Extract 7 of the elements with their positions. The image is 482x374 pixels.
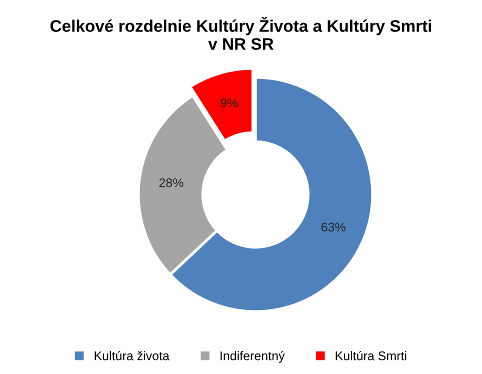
data-label: 63% <box>321 222 346 232</box>
chart-title: Celkové rozdelnie Kultúry Života a Kultúry Smrti v NR SR <box>50 16 432 50</box>
legend-label: Indiferentný <box>220 350 285 363</box>
legend-label: Kultúra života <box>94 350 170 360</box>
data-label: 9% <box>220 98 238 108</box>
data-label: 28% <box>159 178 184 188</box>
legend-label: Kultúra Smrti <box>336 350 406 360</box>
